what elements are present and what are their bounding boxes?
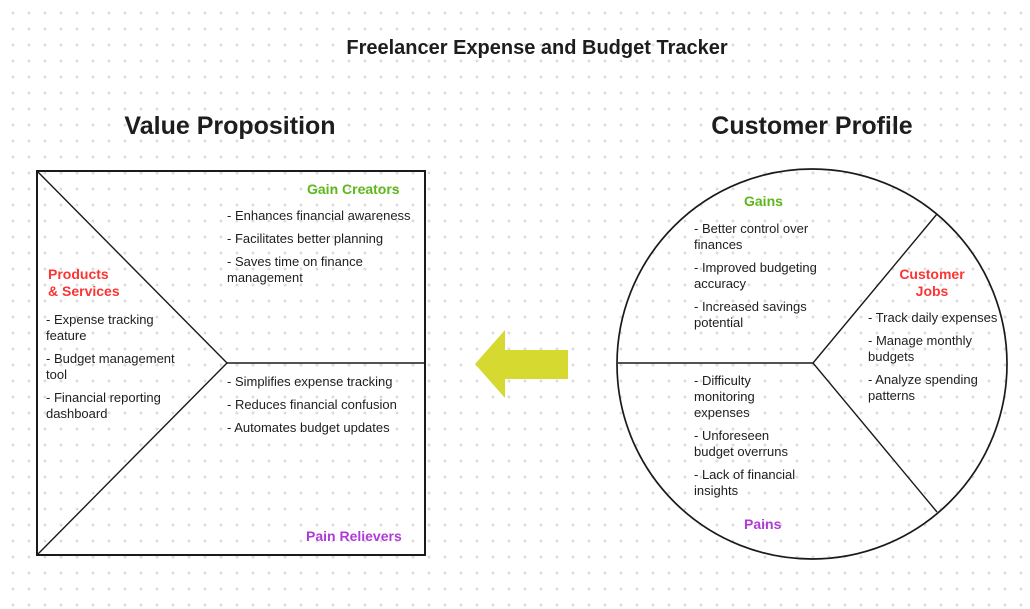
list-item: - Improved budgeting accuracy bbox=[694, 260, 817, 291]
pain-relievers-list: - Simplifies expense tracking - Reduces … bbox=[227, 374, 442, 436]
customer-jobs-label: Customer Jobs bbox=[899, 266, 965, 299]
list-item: - Track daily expenses bbox=[868, 310, 998, 325]
list-item: - Automates budget updates bbox=[227, 420, 390, 435]
pain-relievers-label: Pain Relievers bbox=[306, 528, 402, 544]
circle-border bbox=[616, 168, 1008, 560]
customer-profile-heading: Customer Profile bbox=[711, 112, 913, 140]
products-services-list: - Expense tracking feature - Budget mana… bbox=[46, 312, 181, 422]
gains-label: Gains bbox=[744, 193, 783, 209]
list-item: - Difficulty monitoring expenses bbox=[694, 373, 755, 420]
pains-label: Pains bbox=[744, 516, 782, 532]
products-services-label: Products & Services bbox=[48, 266, 120, 299]
list-item: - Expense tracking feature bbox=[46, 312, 154, 343]
list-item: - Simplifies expense tracking bbox=[227, 374, 393, 389]
list-item: - Lack of financial insights bbox=[694, 467, 796, 498]
pains-list: - Difficulty monitoring expenses - Unfor… bbox=[694, 373, 812, 499]
list-item: - Saves time on finance management bbox=[227, 254, 363, 285]
list-item: - Unforeseen budget overruns bbox=[694, 428, 788, 459]
list-item: - Financial reporting dashboard bbox=[46, 390, 161, 421]
value-proposition-square bbox=[36, 170, 426, 556]
left-arrow-shape bbox=[475, 330, 568, 398]
square-bottom-diagonal-line bbox=[36, 362, 228, 556]
list-item: - Analyze spending patterns bbox=[868, 372, 978, 403]
list-item: - Budget management tool bbox=[46, 351, 175, 382]
list-item: - Better control over finances bbox=[694, 221, 809, 252]
value-proposition-heading: Value Proposition bbox=[124, 112, 336, 140]
gains-list: - Better control over finances - Improve… bbox=[694, 221, 828, 331]
square-top-diagonal-line bbox=[36, 170, 228, 364]
page-title: Freelancer Expense and Budget Tracker bbox=[346, 37, 728, 59]
list-item: - Reduces financial confusion bbox=[227, 397, 397, 412]
list-item: - Facilitates better planning bbox=[227, 231, 384, 246]
list-item: - Enhances financial awareness bbox=[227, 208, 411, 223]
circle-lower-right-line bbox=[812, 362, 938, 513]
gain-creators-label: Gain Creators bbox=[307, 181, 400, 197]
circle-upper-right-line bbox=[812, 213, 938, 364]
gain-creators-list: - Enhances financial awareness - Facilit… bbox=[227, 208, 427, 286]
list-item: - Increased savings potential bbox=[694, 299, 807, 330]
customer-profile-circle bbox=[616, 168, 1008, 560]
left-arrow-icon bbox=[475, 330, 568, 398]
list-item: - Manage monthly budgets bbox=[868, 333, 973, 364]
customer-jobs-list: - Track daily expenses - Manage monthly … bbox=[868, 310, 1008, 404]
